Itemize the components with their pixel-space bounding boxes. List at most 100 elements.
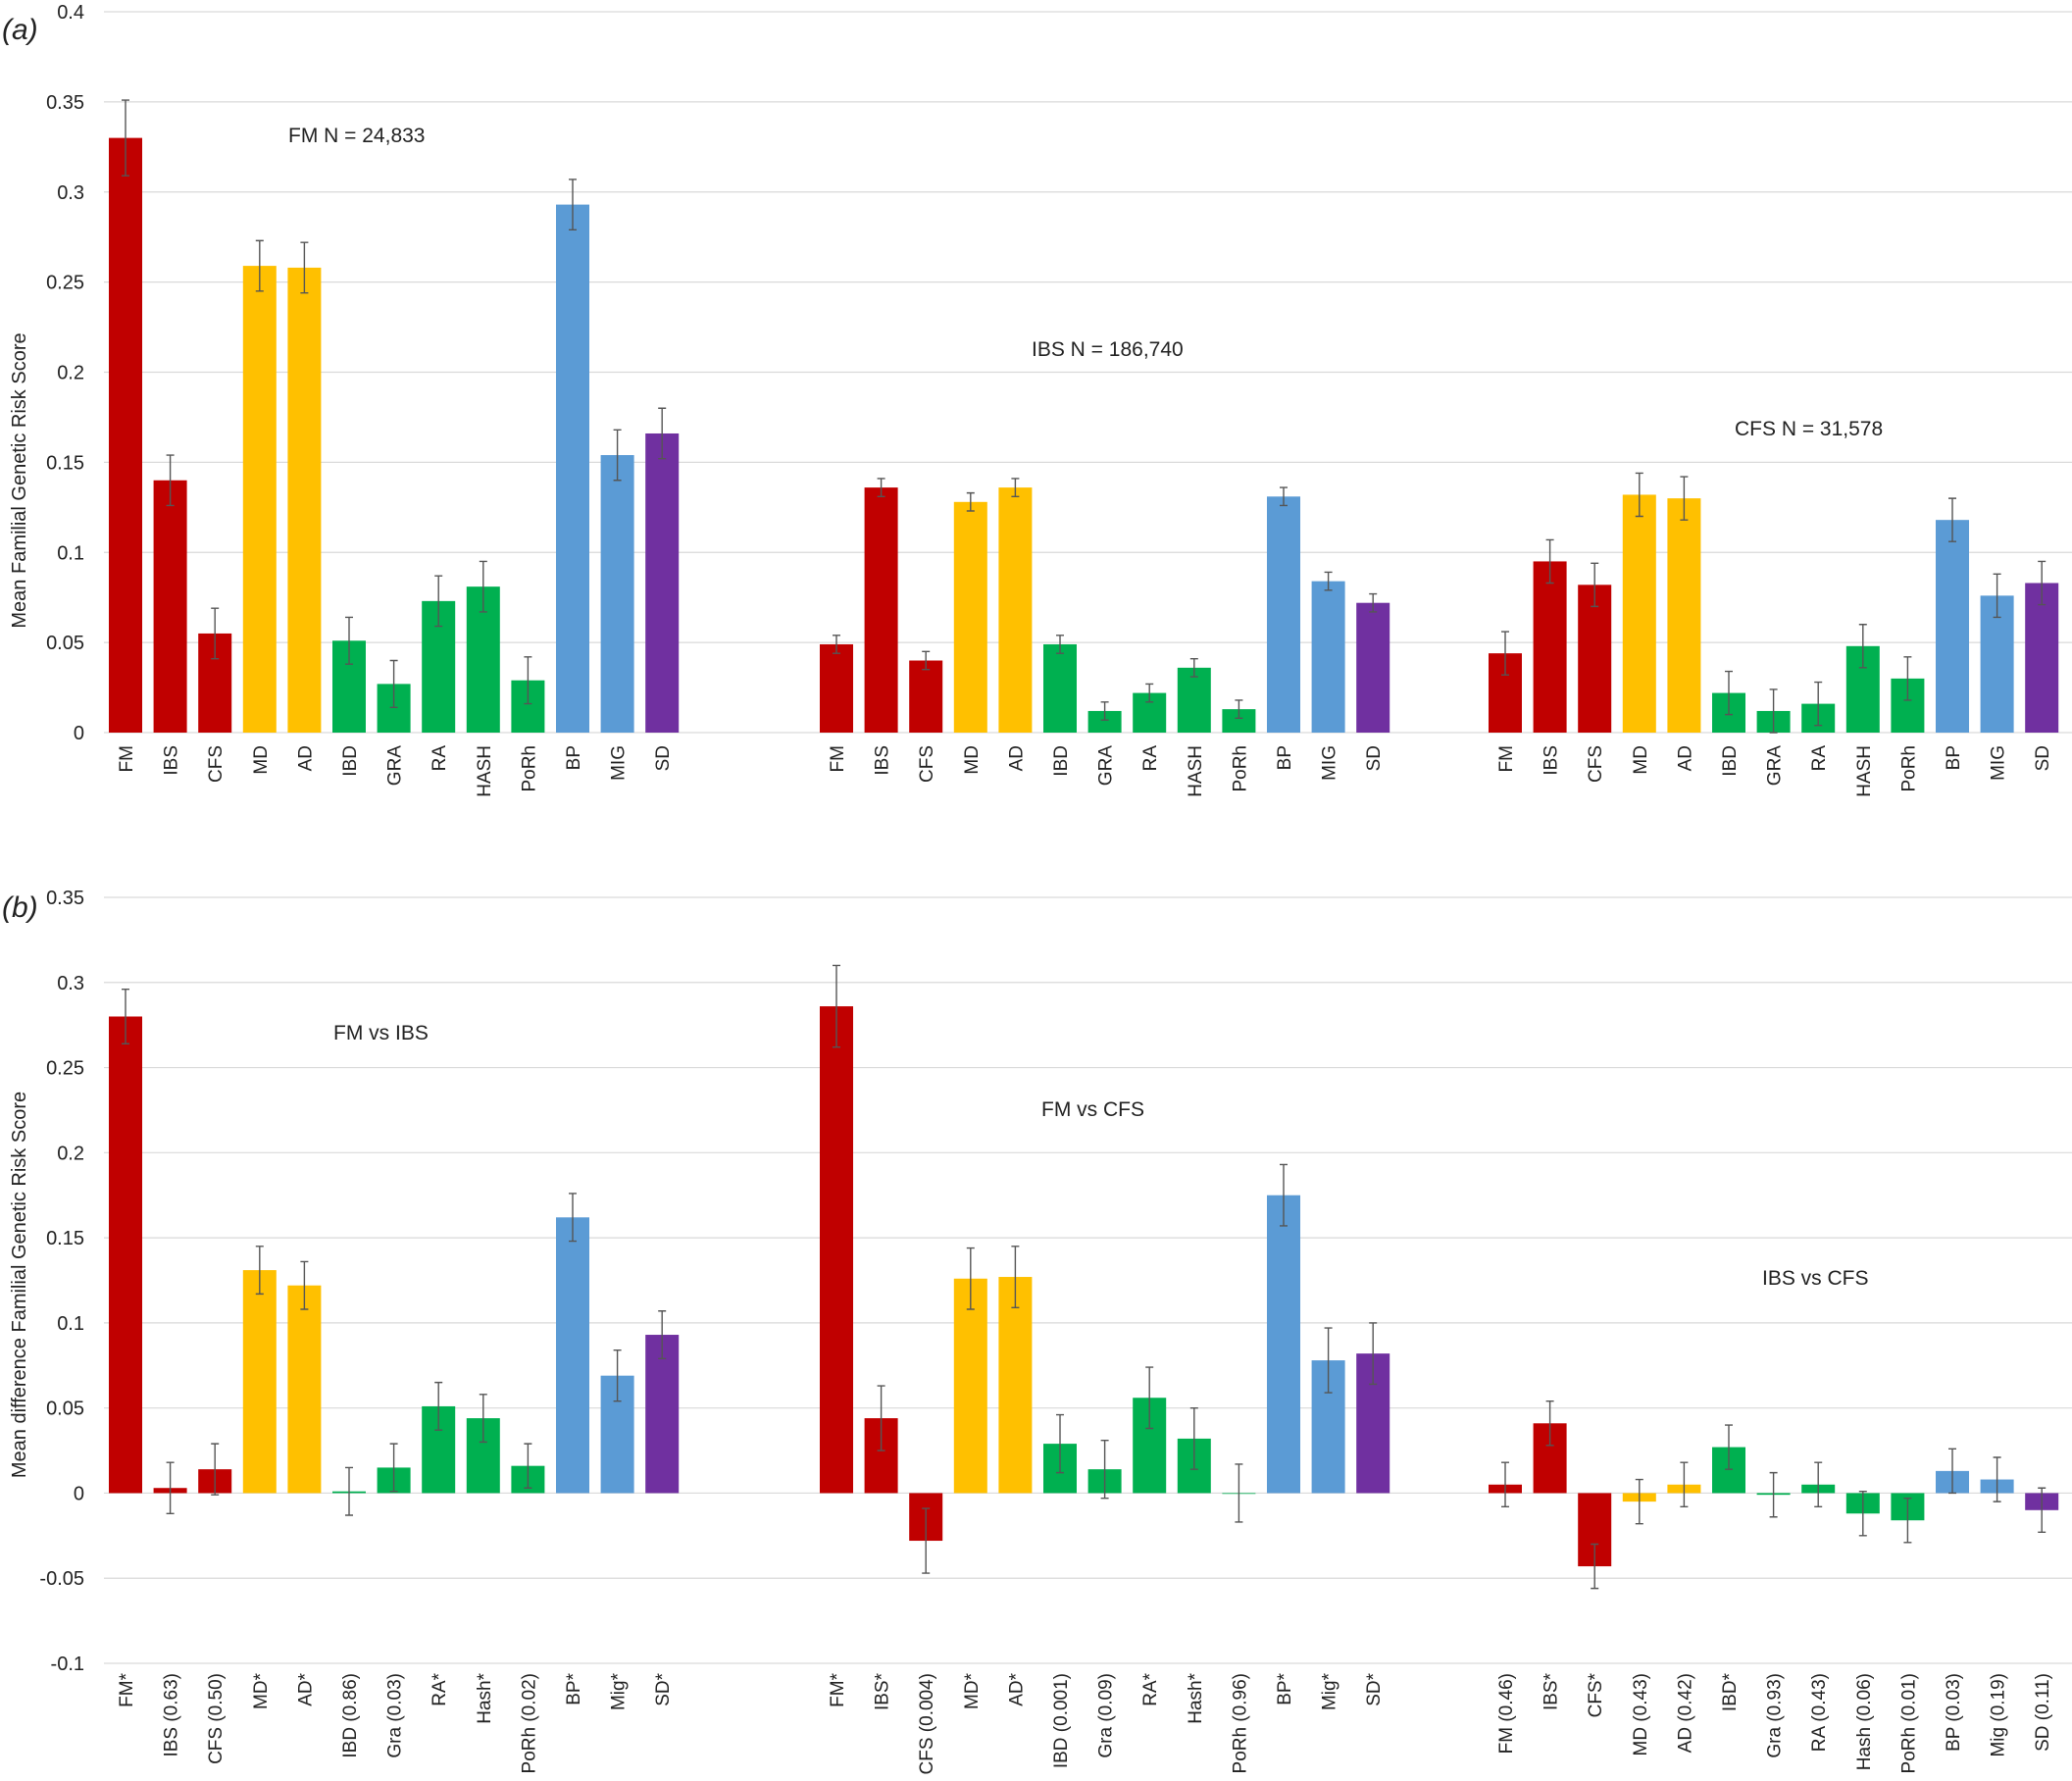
x-tick-label: IBS <box>162 745 182 776</box>
bar-hash <box>1177 667 1211 733</box>
x-tick-label: AD (0.42) <box>1675 1673 1695 1753</box>
error-bar <box>1769 688 1778 734</box>
y-tick-label: 0.25 <box>46 273 84 294</box>
x-tick-label: CFS (0.50) <box>206 1673 227 1764</box>
error-bar <box>1235 699 1243 719</box>
y-tick-label: 0.35 <box>46 888 84 909</box>
error-bar <box>1501 1461 1509 1508</box>
x-tick-label: Hash (0.06) <box>1854 1673 1875 1770</box>
error-bar <box>1591 562 1599 608</box>
x-tick-label: AD <box>295 745 316 771</box>
x-tick-label: FM* <box>828 1672 848 1706</box>
x-tick-label: IBS <box>873 745 893 776</box>
y-tick-label: 0.4 <box>57 2 84 24</box>
x-tick-label: IBS (0.63) <box>162 1673 182 1757</box>
error-bar <box>434 1381 443 1431</box>
panel-b-y-axis-title: Mean difference Familial Genetic Risk Sc… <box>9 1092 30 1478</box>
x-tick-label: Hash* <box>475 1672 495 1723</box>
bar-ibs <box>864 487 898 733</box>
y-tick-label: 0.15 <box>46 1228 84 1249</box>
error-bar <box>1858 1491 1867 1537</box>
bar-md <box>242 1270 277 1494</box>
error-bar <box>877 1385 885 1451</box>
error-bar <box>1591 1543 1599 1590</box>
panel-a-annotation-cfs: CFS N = 31,578 <box>1735 418 1883 440</box>
bar-sd <box>1356 602 1390 733</box>
bar-mig <box>1311 581 1345 733</box>
x-tick-label: GRA <box>1096 745 1117 787</box>
x-tick-label: RA <box>1809 745 1830 772</box>
x-tick-label: BP* <box>1275 1672 1295 1705</box>
error-bar <box>1725 670 1733 716</box>
panel-b-chart: (b) Mean difference Familial Genetic Ris… <box>2 888 2072 1774</box>
error-bar <box>122 989 129 1044</box>
x-tick-label: MD <box>962 745 983 775</box>
x-tick-label: IBD* <box>1720 1672 1741 1711</box>
x-tick-label: CFS <box>1586 745 1606 783</box>
error-bar <box>211 1443 220 1496</box>
x-tick-label: HASH <box>1186 745 1206 797</box>
error-bar <box>1725 1424 1733 1470</box>
x-tick-label: PoRh (0.96) <box>1230 1673 1250 1773</box>
error-bar <box>1369 592 1378 613</box>
error-bar <box>166 1461 175 1514</box>
error-bar <box>300 241 309 294</box>
error-bar <box>833 964 840 1048</box>
error-bar <box>345 1466 353 1516</box>
error-bar <box>479 560 487 613</box>
x-tick-label: PoRh <box>1898 745 1919 792</box>
x-tick-label: IBD <box>340 745 361 777</box>
error-bar <box>1280 486 1288 507</box>
error-bar <box>833 635 840 654</box>
x-tick-label: MIG <box>1989 745 2009 781</box>
panel-b-annotation-ibs-vs-cfs: IBS vs CFS <box>1762 1267 1869 1290</box>
y-tick-label: 0.35 <box>46 92 84 114</box>
error-bar <box>1324 1327 1333 1394</box>
bar-fm <box>109 137 142 733</box>
x-tick-label: IBD <box>1051 745 1072 777</box>
y-tick-label: 0.2 <box>57 1143 84 1164</box>
y-tick-label: 0 <box>74 1483 84 1504</box>
x-tick-label: RA* <box>430 1672 450 1705</box>
panel-b-annotation-fm-vs-ibs: FM vs IBS <box>333 1022 429 1044</box>
error-bar <box>1635 472 1643 518</box>
bar-bp <box>1267 1195 1300 1494</box>
y-tick-label: 0.3 <box>57 973 84 994</box>
bar-bp <box>1267 496 1300 733</box>
error-bar <box>1011 1246 1020 1308</box>
x-tick-label: SD (0.11) <box>2033 1673 2053 1752</box>
error-bar <box>1858 624 1867 669</box>
y-tick-label: 0.1 <box>57 542 84 564</box>
x-tick-label: MD* <box>962 1672 983 1709</box>
x-tick-label: RA <box>1140 745 1161 772</box>
panel-a-gridlines <box>104 11 2072 734</box>
bar-ad <box>998 487 1033 733</box>
error-bar <box>300 1260 309 1310</box>
bar-cfs <box>1578 585 1612 733</box>
error-bar <box>166 454 175 507</box>
x-tick-label: IBD (0.86) <box>340 1673 361 1758</box>
bar-md <box>1622 494 1656 733</box>
x-tick-label: Gra (0.09) <box>1096 1673 1117 1758</box>
error-bar <box>1369 1322 1378 1386</box>
error-bar <box>1145 1366 1154 1430</box>
x-tick-label: IBS* <box>873 1672 893 1710</box>
error-bar <box>389 659 398 708</box>
x-tick-label: Mig* <box>1320 1672 1340 1710</box>
error-bar <box>922 650 931 671</box>
x-tick-label: FM <box>1496 745 1517 772</box>
error-bar <box>255 1246 264 1296</box>
error-bar <box>1635 1478 1643 1525</box>
y-tick-label: 0.2 <box>57 363 84 384</box>
bar-fm <box>820 1006 853 1494</box>
panel-a-annotation-fm: FM N = 24,833 <box>288 125 425 147</box>
error-bar <box>1189 657 1198 678</box>
x-tick-label: CFS <box>206 745 227 783</box>
error-bar <box>389 1443 398 1493</box>
x-tick-label: SD <box>1364 745 1385 771</box>
error-bar <box>1993 573 2001 619</box>
bar-porh <box>1222 709 1256 733</box>
bar-ad <box>287 267 322 733</box>
panel-a-chart: (a) Mean Familial Genetic Risk Score 0 0.… <box>2 2 2072 797</box>
x-tick-label: MD <box>251 745 272 775</box>
